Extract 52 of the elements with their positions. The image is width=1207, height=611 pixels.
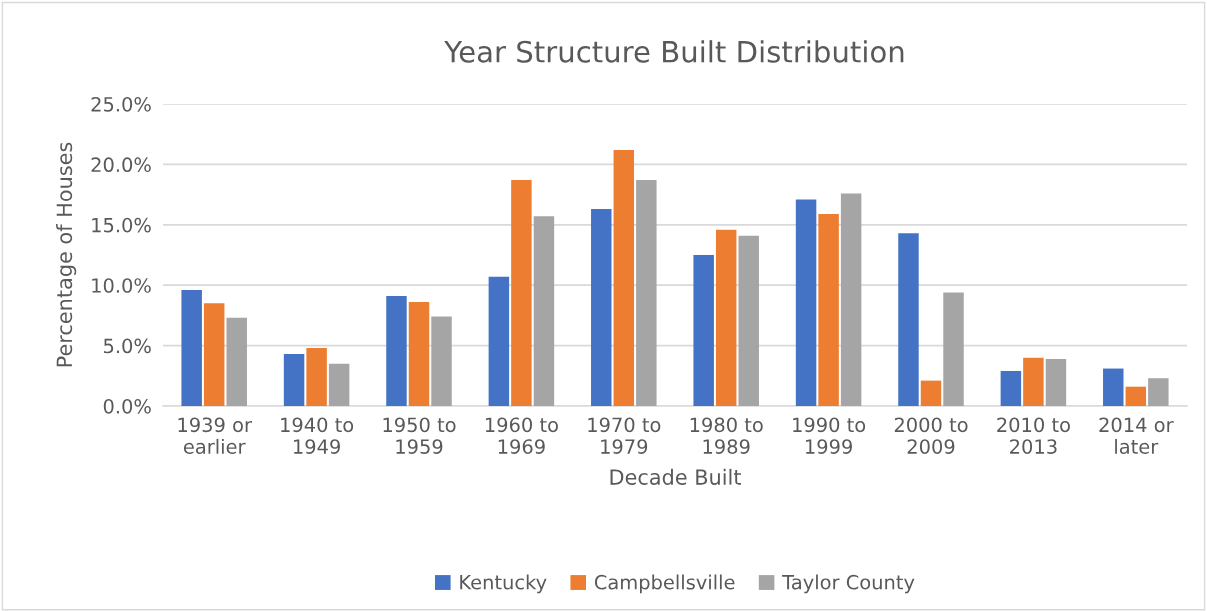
x-tick-label: 1940 to 1949 (281, 417, 354, 454)
y-axis-title: Percentage of Houses (56, 142, 77, 367)
bar (1023, 357, 1044, 406)
bar (1045, 358, 1067, 406)
bar (226, 317, 247, 406)
x-tick-label: 1960 to 1969 (485, 417, 558, 454)
x-axis-title: Decade Built (610, 468, 741, 485)
x-tick-label: 2000 to 2009 (894, 417, 968, 454)
bar (488, 276, 510, 406)
x-tick-label: 1980 to 1989 (690, 417, 763, 454)
bar (328, 363, 350, 406)
bar (306, 348, 327, 406)
legend-label: Taylor County (782, 574, 915, 594)
x-tick-label: 2010 to 2013 (997, 417, 1070, 454)
bar (693, 255, 714, 406)
chart-title: Year Structure Built Distribution (444, 40, 904, 63)
bar (943, 292, 964, 406)
bar (533, 216, 555, 406)
bar (591, 209, 612, 406)
x-tick-label: 1950 to 1959 (383, 417, 456, 454)
bar (636, 180, 657, 406)
y-tick-label: 20.0% (91, 157, 151, 173)
x-tick-label: 1939 or earlier (178, 417, 252, 454)
bar (408, 302, 430, 406)
x-tick-label: 1990 to 1999 (793, 417, 866, 454)
bar (898, 233, 919, 406)
bar (431, 316, 452, 406)
y-tick-label: 15.0% (92, 217, 151, 233)
bar (511, 180, 532, 406)
y-tick-label: 10.0% (92, 278, 151, 293)
bar (715, 229, 737, 406)
legend-label: Kentucky (460, 574, 547, 594)
bar (1148, 378, 1169, 406)
x-tick-label: 2014 or later (1099, 417, 1174, 454)
bar (386, 296, 407, 406)
bar (1000, 370, 1022, 406)
bar (1103, 368, 1124, 406)
bar (203, 303, 225, 406)
legend-label: Campbellsville (594, 574, 735, 594)
y-tick-label: 0.0% (103, 398, 151, 414)
bar (818, 213, 839, 406)
bar (1125, 386, 1147, 406)
x-tick-label: 1970 to 1979 (588, 417, 661, 454)
y-tick-label: 25.0% (91, 96, 151, 112)
bar (181, 290, 202, 406)
bar (795, 199, 817, 406)
bar (613, 149, 635, 406)
bar (738, 235, 759, 406)
bar (920, 380, 942, 406)
bar (283, 354, 305, 406)
y-tick-label: 5.0% (103, 338, 151, 354)
bar (840, 193, 862, 406)
